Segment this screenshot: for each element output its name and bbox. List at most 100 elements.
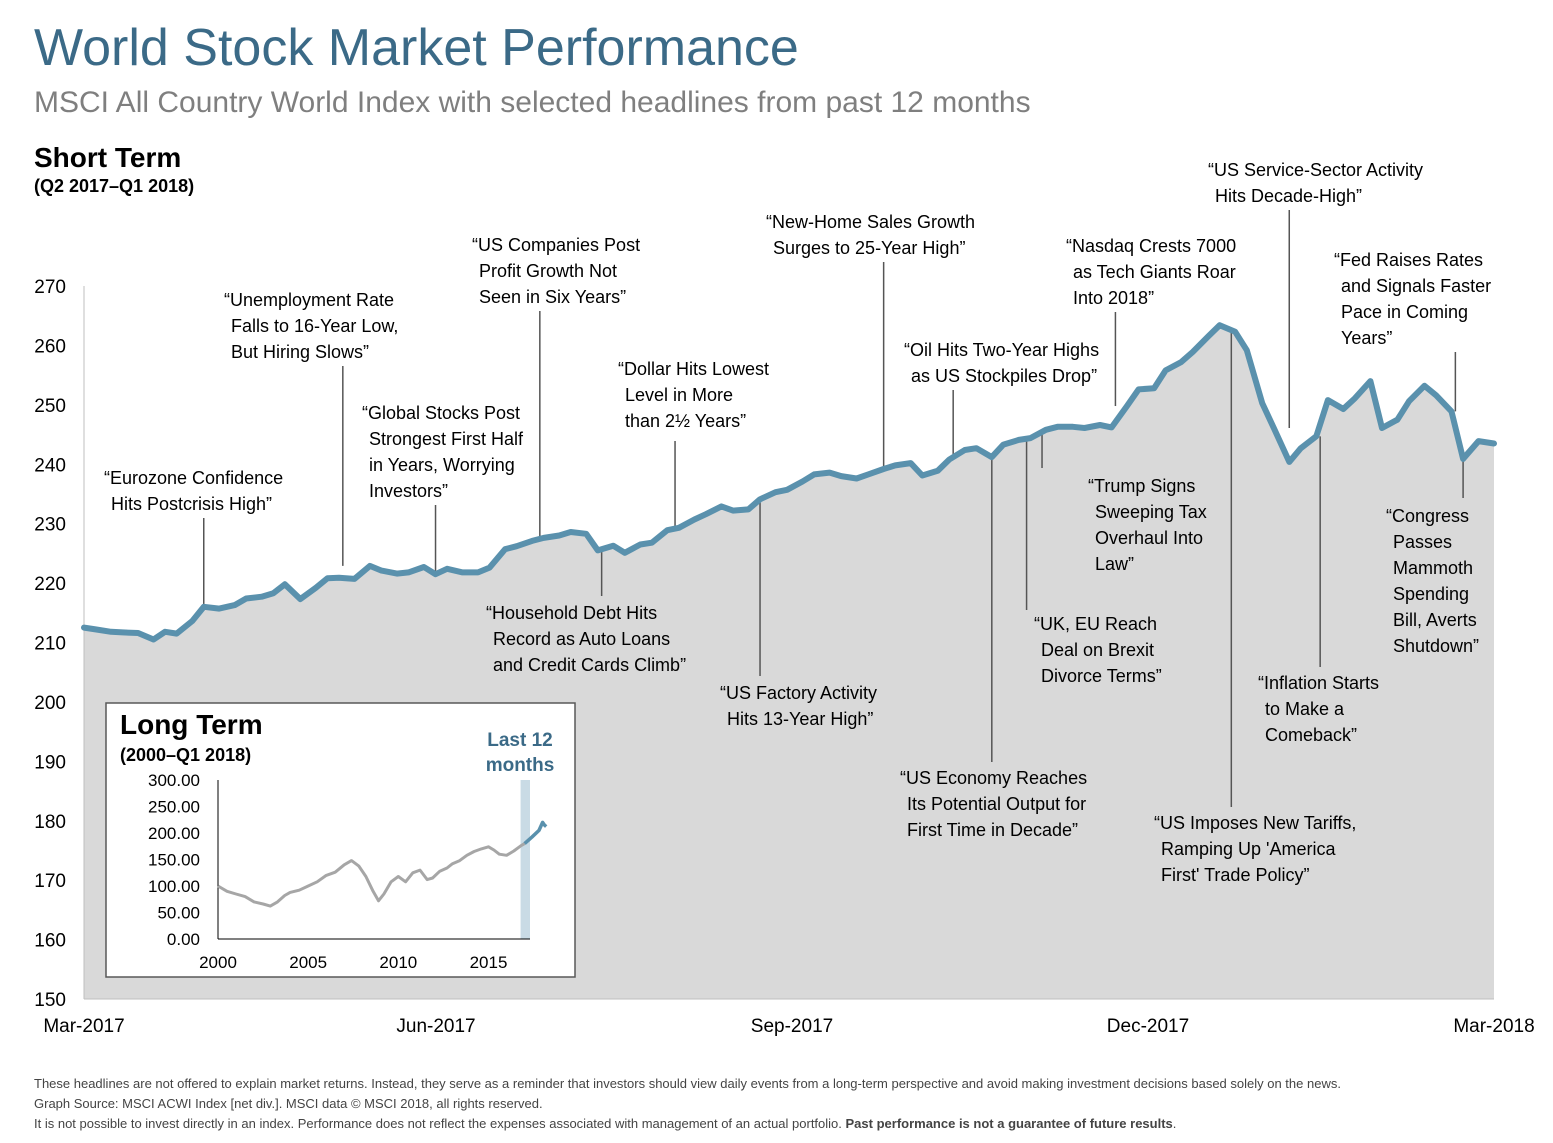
footnote-line-2: Graph Source: MSCI ACWI Index [net div.]… xyxy=(34,1096,543,1111)
annotation-label: “Global Stocks Post Strongest First Half i… xyxy=(362,403,524,501)
annotation-line: “New-Home Sales Growth xyxy=(766,212,975,232)
annotation-label: “Nasdaq Crests 7000 as Tech Giants Roar In… xyxy=(1066,236,1236,308)
inset-line-history xyxy=(217,842,526,908)
annotation-label: “Fed Raises Rates and Signals Faster Pace … xyxy=(1334,250,1491,348)
annotation-line: “Nasdaq Crests 7000 xyxy=(1066,236,1236,256)
annotation-line: Bill, Averts xyxy=(1393,610,1477,630)
annotation-label: “US Economy Reaches Its Potential Output … xyxy=(900,768,1087,840)
annotation-line: as Tech Giants Roar xyxy=(1073,262,1236,282)
annotation-line: Hits Postcrisis High” xyxy=(111,494,272,514)
inset-line-recent xyxy=(523,820,548,845)
annotation-line: “US Economy Reaches xyxy=(900,768,1087,788)
annotation-line: Seen in Six Years” xyxy=(479,287,626,307)
inset-y-tick-label: 50.00 xyxy=(157,904,200,923)
footnote-line-3-end: . xyxy=(1172,1116,1177,1131)
inset-x-tick-label: 2015 xyxy=(470,953,508,972)
annotation-label: “US Companies Post Profit Growth Not Seen … xyxy=(472,235,640,307)
highlight-label: months xyxy=(486,755,555,776)
series-line xyxy=(81,322,1497,643)
annotation-line: Deal on Brexit xyxy=(1041,640,1154,660)
annotation-line: “Trump Signs xyxy=(1088,476,1195,496)
annotation-line: Passes xyxy=(1393,532,1452,552)
annotation-line: Record as Auto Loans xyxy=(493,629,670,649)
x-tick-label: Mar-2017 xyxy=(43,1016,124,1037)
y-tick-label: 170 xyxy=(34,871,66,892)
y-tick-label: 260 xyxy=(34,336,66,357)
inset-title: Long Term xyxy=(120,709,263,740)
annotation-line: Divorce Terms” xyxy=(1041,666,1162,686)
highlight-band xyxy=(520,780,530,939)
annotation-label: “Dollar Hits Lowest Level in More than 2½ … xyxy=(618,359,769,431)
annotation-line: Hits 13-Year High” xyxy=(727,709,873,729)
annotation-line: Comeback” xyxy=(1265,725,1357,745)
annotation-line: Profit Growth Not xyxy=(479,261,617,281)
inset-y-tick-label: 250.00 xyxy=(148,798,200,817)
y-tick-label: 240 xyxy=(34,455,66,476)
x-tick-label: Dec-2017 xyxy=(1107,1016,1189,1037)
y-tick-label: 220 xyxy=(34,574,66,595)
annotation-line: Surges to 25-Year High” xyxy=(773,238,965,258)
annotation-label: “Oil Hits Two-Year Highs as US Stockpiles… xyxy=(904,340,1099,386)
x-tick-label: Sep-2017 xyxy=(751,1016,833,1037)
highlight-label: Last 12 xyxy=(487,730,552,751)
annotation-line: as US Stockpiles Drop” xyxy=(911,366,1097,386)
annotation-line: to Make a xyxy=(1265,699,1345,719)
annotation-line: Sweeping Tax xyxy=(1095,502,1207,522)
annotation-line: in Years, Worrying xyxy=(369,455,515,475)
footnote: These headlines are not offered to expla… xyxy=(34,1074,1534,1134)
y-tick-label: 150 xyxy=(34,990,66,1011)
annotation-line: Shutdown” xyxy=(1393,636,1479,656)
short-term-title: Short Term xyxy=(34,142,182,173)
annotation-line: “Dollar Hits Lowest xyxy=(618,359,769,379)
annotation-label: “Eurozone Confidence Hits Postcrisis High… xyxy=(104,468,283,514)
annotation-line: “Eurozone Confidence xyxy=(104,468,283,488)
inset-frame xyxy=(105,702,576,978)
annotation-label: “Household Debt Hits Record as Auto Loans… xyxy=(486,603,686,675)
annotation-label: “US Factory Activity Hits 13-Year High” xyxy=(720,683,877,729)
footnote-line-3: It is not possible to invest directly in… xyxy=(34,1114,1534,1134)
x-tick-label: Mar-2018 xyxy=(1453,1016,1534,1037)
page-subtitle: MSCI All Country World Index with select… xyxy=(34,86,1031,119)
short-term-range: (Q2 2017–Q1 2018) xyxy=(34,176,195,196)
footnote-line-1: These headlines are not offered to expla… xyxy=(34,1076,1341,1091)
inset-y-tick-label: 300.00 xyxy=(148,771,200,790)
annotation-line: “Congress xyxy=(1386,506,1469,526)
annotation-line: Its Potential Output for xyxy=(907,794,1086,814)
inset-y-tick-label: 100.00 xyxy=(148,877,200,896)
annotation-line: Investors” xyxy=(369,481,448,501)
annotation-line: “US Imposes New Tariffs, xyxy=(1154,813,1356,833)
annotation-label: “Unemployment Rate Falls to 16-Year Low, B… xyxy=(224,290,398,362)
inset-plot: 300.00 250.00 200.00 150.00 100.00 50.00 0.00 2… xyxy=(148,730,554,972)
footnote-disclaimer-bold: Past performance is not a guarantee of f… xyxy=(845,1116,1173,1131)
annotation-line: “US Companies Post xyxy=(472,235,640,255)
annotation-line: “Fed Raises Rates xyxy=(1334,250,1483,270)
series-line-layer xyxy=(81,322,1497,643)
y-tick-label: 190 xyxy=(34,752,66,773)
annotation-line: than 2½ Years” xyxy=(625,411,746,431)
y-tick-label: 210 xyxy=(34,634,66,655)
annotation-line: and Signals Faster xyxy=(1341,276,1491,296)
y-tick-label: 230 xyxy=(34,515,66,536)
annotation-label: “Trump Signs Sweeping Tax Overhaul Into Law… xyxy=(1088,476,1207,574)
annotation-line: Level in More xyxy=(625,385,733,405)
annotation-line: “US Factory Activity xyxy=(720,683,877,703)
annotation-line: First Time in Decade” xyxy=(907,820,1078,840)
inset-y-tick-label: 0.00 xyxy=(167,930,200,949)
y-tick-label: 200 xyxy=(34,693,66,714)
annotation-line: Strongest First Half xyxy=(369,429,524,449)
annotation-line: “UK, EU Reach xyxy=(1034,614,1157,634)
annotation-line: Years” xyxy=(1341,328,1392,348)
annotation-line: and Credit Cards Climb” xyxy=(493,655,686,675)
annotation-line: First' Trade Policy” xyxy=(1161,865,1309,885)
footnote-line-3-text: It is not possible to invest directly in… xyxy=(34,1116,846,1131)
annotation-line: Overhaul Into xyxy=(1095,528,1203,548)
y-tick-label: 250 xyxy=(34,396,66,417)
page-title: World Stock Market Performance xyxy=(34,19,799,77)
annotation-line: Falls to 16-Year Low, xyxy=(231,316,398,336)
inset-x-tick-label: 2000 xyxy=(199,953,237,972)
annotation-label: “US Service-Sector Activity Hits Decade-H… xyxy=(1208,160,1423,206)
y-tick-label: 160 xyxy=(34,931,66,952)
annotation-line: Into 2018” xyxy=(1073,288,1154,308)
annotation-leaders xyxy=(203,210,1464,807)
